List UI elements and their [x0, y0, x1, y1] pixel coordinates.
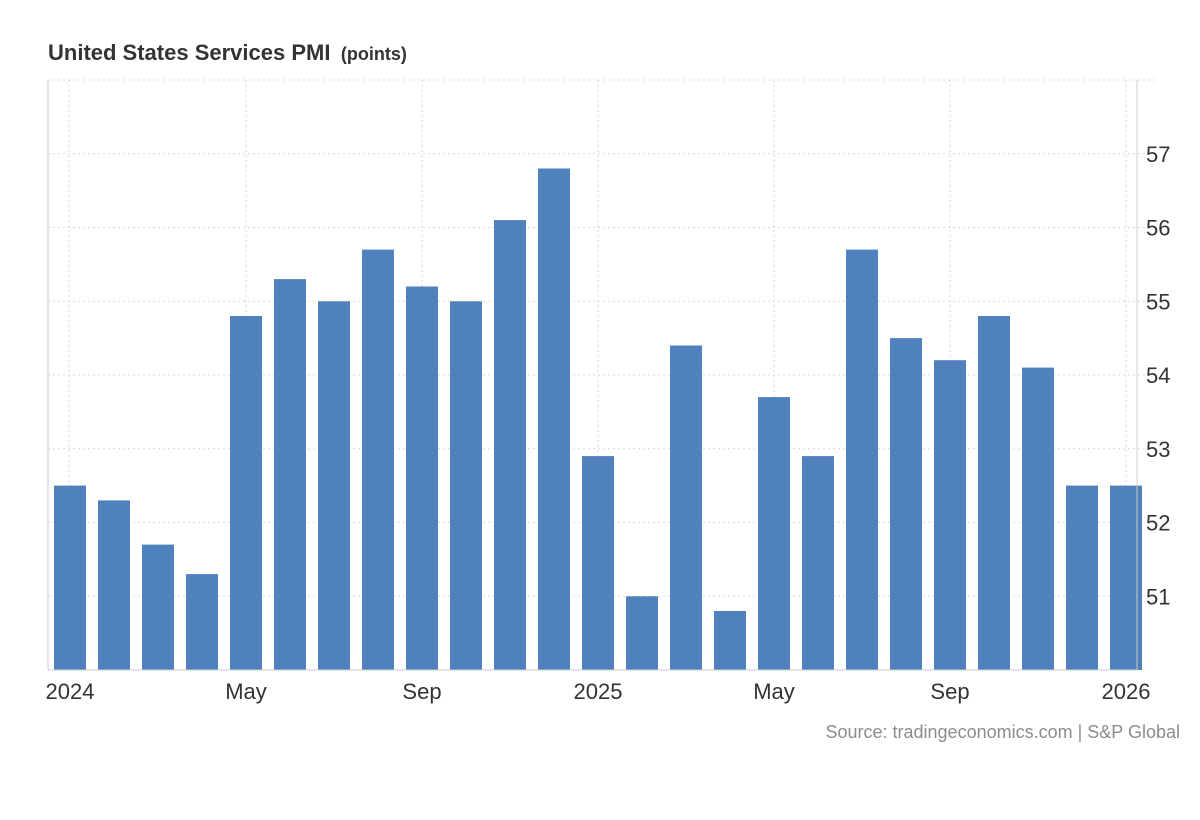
x-tick-label: 2026	[1102, 679, 1151, 704]
chart-title-unit: (points)	[341, 44, 407, 64]
bar-2024-11[interactable]	[494, 220, 526, 670]
bar-2024-02[interactable]	[98, 500, 130, 670]
bar-2024-04[interactable]	[186, 574, 218, 670]
bar-2025-10[interactable]	[978, 316, 1010, 670]
bar-2025-12[interactable]	[1066, 485, 1098, 670]
bar-2025-08[interactable]	[890, 338, 922, 670]
bar-2025-04[interactable]	[714, 611, 746, 670]
x-tick-label: Sep	[402, 679, 441, 704]
y-tick-label: 57	[1146, 142, 1170, 167]
bar-2025-09[interactable]	[934, 360, 966, 670]
bar-2025-07[interactable]	[846, 249, 878, 670]
x-axis-ticks: 2024 May Sep 2025 May Sep 2026	[46, 679, 1151, 704]
bar-2024-07[interactable]	[318, 301, 350, 671]
bar-2025-02[interactable]	[626, 596, 658, 671]
bar-2025-01[interactable]	[582, 456, 614, 670]
y-tick-label: 55	[1146, 289, 1170, 314]
x-tick-label: 2025	[574, 679, 623, 704]
axes	[47, 80, 1138, 671]
bar-2025-11[interactable]	[1022, 367, 1054, 670]
bar-2025-03[interactable]	[670, 345, 702, 671]
bar-2024-01[interactable]	[54, 485, 86, 670]
bar-2024-12[interactable]	[538, 168, 570, 671]
bar-2024-10[interactable]	[450, 301, 482, 671]
bar-2024-09[interactable]	[406, 286, 438, 671]
y-tick-label: 56	[1146, 216, 1170, 241]
y-tick-label: 53	[1146, 437, 1170, 462]
bar-2024-05[interactable]	[230, 316, 262, 670]
bar-2025-05[interactable]	[758, 397, 790, 670]
bar-2024-03[interactable]	[142, 544, 174, 670]
x-tick-label: 2024	[46, 679, 95, 704]
y-axis-ticks: 51 52 53 54 55 56 57	[1146, 142, 1170, 609]
x-tick-label: Sep	[930, 679, 969, 704]
x-tick-label: May	[225, 679, 267, 704]
y-tick-label: 52	[1146, 511, 1170, 536]
y-tick-label: 51	[1146, 584, 1170, 609]
chart-title: United States Services PMI (points)	[48, 40, 407, 65]
bar-2024-06[interactable]	[274, 279, 306, 670]
chart-title-main: United States Services PMI	[48, 40, 330, 65]
x-tick-label: May	[753, 679, 795, 704]
y-tick-label: 54	[1146, 363, 1170, 388]
bar-2025-06[interactable]	[802, 456, 834, 670]
bar-2024-08[interactable]	[362, 249, 394, 670]
source-credit: Source: tradingeconomics.com | S&P Globa…	[825, 722, 1180, 742]
bars	[54, 168, 1142, 671]
